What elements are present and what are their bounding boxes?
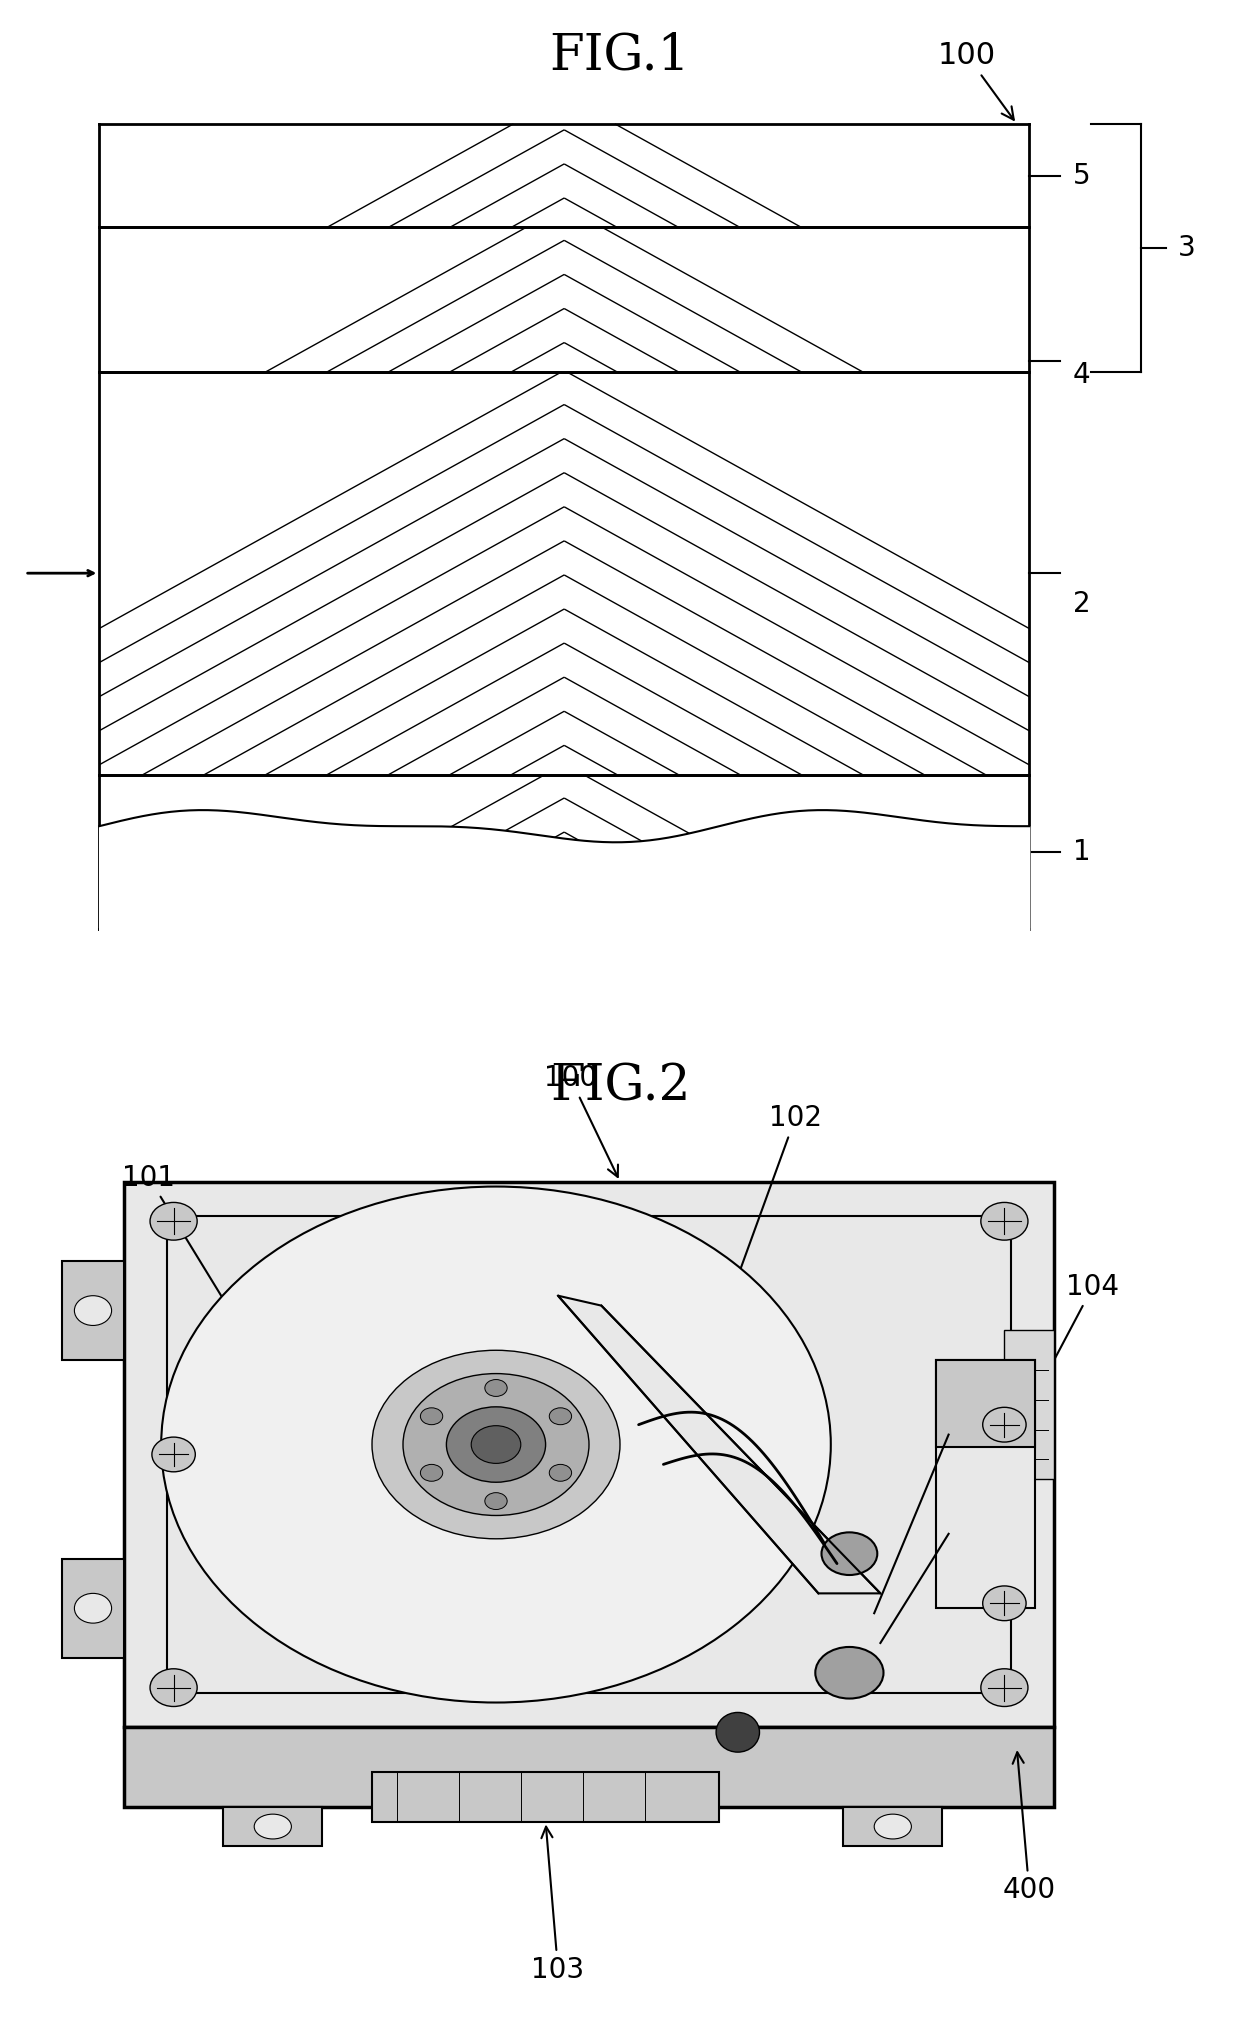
Bar xyxy=(223,1806,322,1847)
Ellipse shape xyxy=(403,1373,589,1515)
Text: 2: 2 xyxy=(1073,589,1090,618)
Text: 5: 5 xyxy=(1073,162,1090,190)
Ellipse shape xyxy=(153,1438,196,1472)
Ellipse shape xyxy=(981,1203,1028,1239)
Ellipse shape xyxy=(874,1814,911,1839)
Ellipse shape xyxy=(816,1646,884,1699)
Bar xyxy=(99,774,1029,929)
Bar xyxy=(843,1806,942,1847)
Ellipse shape xyxy=(150,1669,197,1707)
Ellipse shape xyxy=(982,1407,1025,1442)
Bar xyxy=(167,1217,1011,1693)
Ellipse shape xyxy=(549,1407,572,1426)
Ellipse shape xyxy=(74,1296,112,1326)
Text: 100: 100 xyxy=(544,1065,618,1177)
Ellipse shape xyxy=(822,1533,878,1575)
Text: 101: 101 xyxy=(123,1164,270,1375)
Bar xyxy=(99,227,1029,373)
Text: 102: 102 xyxy=(725,1104,822,1306)
Ellipse shape xyxy=(446,1407,546,1482)
Ellipse shape xyxy=(150,1203,197,1239)
Bar xyxy=(936,1361,1035,1448)
Text: FIG.1: FIG.1 xyxy=(549,30,691,81)
Bar xyxy=(62,1262,124,1361)
Text: FIG.2: FIG.2 xyxy=(549,1063,691,1112)
Bar xyxy=(1004,1330,1054,1478)
Polygon shape xyxy=(124,1181,1054,1727)
Text: 400: 400 xyxy=(1003,1752,1055,1904)
Polygon shape xyxy=(558,1296,880,1594)
Ellipse shape xyxy=(420,1407,443,1426)
Ellipse shape xyxy=(715,1713,759,1752)
Bar xyxy=(99,124,1029,227)
Text: 4: 4 xyxy=(1073,360,1090,389)
Ellipse shape xyxy=(485,1492,507,1509)
Ellipse shape xyxy=(981,1669,1028,1707)
Ellipse shape xyxy=(485,1379,507,1397)
Ellipse shape xyxy=(372,1351,620,1539)
Text: 1: 1 xyxy=(1073,838,1090,867)
Ellipse shape xyxy=(549,1464,572,1480)
Text: 100: 100 xyxy=(939,40,1014,119)
Bar xyxy=(62,1559,124,1658)
Text: 3: 3 xyxy=(1178,233,1195,261)
Text: 104: 104 xyxy=(988,1272,1120,1484)
Ellipse shape xyxy=(471,1426,521,1464)
Bar xyxy=(372,1772,719,1822)
Text: 103: 103 xyxy=(532,1827,584,1984)
Ellipse shape xyxy=(982,1586,1025,1620)
Ellipse shape xyxy=(420,1464,443,1480)
Ellipse shape xyxy=(254,1814,291,1839)
Ellipse shape xyxy=(161,1187,831,1703)
Ellipse shape xyxy=(74,1594,112,1624)
Bar xyxy=(99,373,1029,774)
Polygon shape xyxy=(124,1727,1054,1806)
Bar xyxy=(936,1361,1035,1608)
